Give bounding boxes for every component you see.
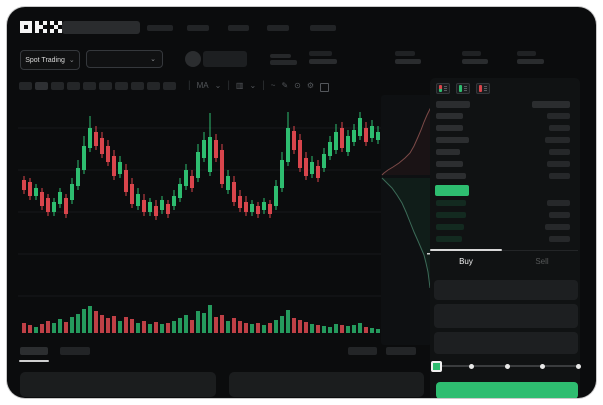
timeframe-button[interactable] (147, 82, 160, 90)
candlestick-chart[interactable] (18, 100, 382, 340)
bid-price-bar[interactable] (436, 200, 466, 206)
app-window: OKX Spot Trading ⌄ ⌄ | MA ⌄ | ▥ ⌄ | ~ ✎ ⊙ ⚙ Buy Se… (7, 7, 596, 398)
pair-selector[interactable]: ⌄ (86, 50, 163, 68)
last-price-bar[interactable] (435, 185, 469, 196)
slider-stop-dot[interactable] (504, 363, 510, 369)
nav-item[interactable] (267, 25, 289, 31)
ask-amount-bar[interactable] (547, 161, 570, 167)
toolbar-separator: | (262, 80, 265, 91)
bid-amount-bar[interactable] (549, 212, 570, 218)
ask-price-bar[interactable] (436, 137, 469, 143)
stat-value-bar (395, 59, 421, 64)
stat-value-bar (462, 59, 488, 64)
logo-letter-o (20, 21, 32, 33)
orderbook-header-price (436, 101, 470, 108)
book-bids-view-icon[interactable] (456, 83, 470, 94)
slider-stop-dot[interactable] (575, 363, 581, 369)
chevron-down-icon[interactable]: ⌄ (214, 81, 222, 90)
logo-letter-k (35, 21, 47, 33)
depth-chart[interactable] (381, 95, 432, 295)
coin-avatar (185, 51, 201, 67)
line-tool-icon[interactable]: ~ (270, 81, 276, 90)
buy-tab-underline (430, 249, 502, 251)
bid-amount-bar[interactable] (549, 236, 570, 242)
toolbar-separator: | (227, 80, 230, 91)
orderbook-header-amount (532, 101, 570, 108)
stat-value-bar (517, 59, 544, 64)
depth-panel-bg (381, 95, 432, 345)
nav-item[interactable] (310, 25, 336, 31)
stat-label-bar (395, 51, 415, 56)
chevron-down-icon[interactable]: ⌄ (249, 81, 257, 90)
ask-price-bar[interactable] (436, 149, 460, 155)
ask-price-bar[interactable] (436, 125, 463, 131)
book-combined-view-icon[interactable] (436, 83, 450, 94)
settings-icon[interactable]: ⚙ (306, 81, 315, 90)
ask-price-bar[interactable] (436, 173, 466, 179)
footer-tab[interactable] (60, 347, 90, 355)
bid-amount-bar[interactable] (547, 200, 570, 206)
chevron-down-icon: ⌄ (150, 55, 156, 63)
slider-handle[interactable] (431, 361, 442, 372)
timeframe-button[interactable] (19, 82, 32, 90)
footer-panel-right[interactable] (229, 372, 424, 397)
search-input[interactable] (62, 21, 140, 34)
timeframe-button[interactable] (51, 82, 64, 90)
fullscreen-icon[interactable] (320, 83, 330, 92)
stat-label-bar (309, 51, 332, 56)
trading-mode-selector[interactable]: Spot Trading ⌄ (20, 50, 80, 70)
trading-mode-label: Spot Trading (25, 56, 65, 64)
logo-letter-x (50, 21, 62, 33)
indicators-icon[interactable]: MA (196, 81, 209, 90)
footer-tab-underline (19, 360, 49, 362)
change-stat-bar (270, 54, 291, 58)
buy-submit-button[interactable] (436, 382, 578, 398)
stat-label-bar (462, 51, 481, 56)
ask-amount-bar[interactable] (549, 149, 570, 155)
tab-divider (430, 250, 578, 251)
bid-price-bar[interactable] (436, 224, 464, 230)
timeframe-button[interactable] (99, 82, 112, 90)
tab-buy[interactable]: Buy (459, 257, 473, 266)
price-field[interactable] (434, 280, 578, 300)
timeframe-button[interactable] (83, 82, 96, 90)
book-asks-view-icon[interactable] (476, 83, 490, 94)
change-stat-bar (270, 60, 297, 65)
slider-stop-dot[interactable] (469, 363, 474, 369)
nav-item[interactable] (187, 25, 209, 31)
footer-tab[interactable] (20, 347, 48, 355)
footer-action[interactable] (348, 347, 377, 355)
timeframe-button[interactable] (35, 82, 48, 90)
bid-price-bar[interactable] (436, 236, 462, 242)
ask-price-bar[interactable] (436, 113, 463, 119)
footer-action[interactable] (386, 347, 416, 355)
draw-icon[interactable]: ✎ (281, 81, 289, 90)
ask-amount-bar[interactable] (549, 125, 570, 131)
nav-item[interactable] (147, 25, 173, 31)
timeframe-button[interactable] (163, 82, 176, 90)
chevron-down-icon: ⌄ (68, 56, 75, 64)
bid-price-bar[interactable] (436, 212, 466, 218)
okx-logo[interactable]: OKX (20, 21, 62, 33)
timeframe-button[interactable] (115, 82, 128, 90)
timeframe-button[interactable] (67, 82, 80, 90)
camera-icon[interactable]: ⊙ (294, 81, 301, 90)
nav-item[interactable] (228, 25, 249, 31)
amount-field[interactable] (434, 304, 578, 328)
footer-panel-left[interactable] (20, 372, 216, 397)
slider-stop-dot[interactable] (540, 363, 545, 369)
chart-style-icon[interactable]: ▥ (235, 81, 244, 90)
ask-amount-bar[interactable] (547, 113, 570, 119)
price-display (203, 51, 247, 67)
ask-amount-bar[interactable] (549, 173, 570, 179)
ask-amount-bar[interactable] (545, 137, 570, 143)
tab-sell[interactable]: Sell (535, 257, 549, 266)
timeframe-button[interactable] (131, 82, 144, 90)
bid-amount-bar[interactable] (545, 224, 570, 230)
stat-label-bar (517, 51, 536, 56)
toolbar-separator: | (188, 80, 191, 91)
ask-price-bar[interactable] (436, 161, 463, 167)
total-field[interactable] (434, 332, 578, 354)
stat-value-bar (309, 59, 337, 64)
